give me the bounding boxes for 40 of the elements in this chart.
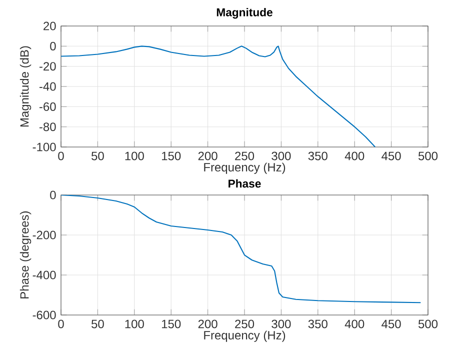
x-tick-label: 400 [344, 152, 364, 160]
x-axis-title: Frequency (Hz) [204, 330, 286, 342]
x-tick-label: 350 [308, 320, 328, 328]
line-series [61, 46, 376, 147]
x-tick-label: 150 [162, 152, 181, 160]
x-tick-label: 500 [418, 152, 438, 160]
y-tick-label: -200 [32, 230, 56, 240]
x-tick-label: 250 [235, 320, 254, 328]
x-axis-title: Frequency (Hz) [204, 162, 286, 174]
x-tick-label: 450 [382, 320, 401, 328]
x-tick-label: 0 [58, 320, 64, 328]
x-tick-label: 500 [418, 320, 438, 328]
y-axis-title: Magnitude (dB) [20, 46, 32, 127]
x-tick-label: 400 [344, 320, 364, 328]
y-tick-label: -60 [39, 102, 56, 111]
y-tick-label: 20 [44, 22, 56, 30]
x-tick-label: 200 [198, 152, 218, 160]
x-tick-label: 100 [125, 320, 144, 328]
x-tick-label: 300 [272, 320, 291, 328]
y-tick-label: -100 [32, 142, 56, 152]
x-tick-label: 0 [58, 152, 64, 160]
y-tick-label: -80 [39, 122, 56, 132]
x-tick-label: 200 [198, 320, 218, 328]
x-tick-label: 250 [235, 152, 254, 160]
y-tick-label: -20 [39, 62, 56, 71]
x-tick-label: 50 [92, 152, 104, 160]
x-tick-label: 50 [92, 320, 104, 328]
x-tick-label: 450 [382, 152, 401, 160]
y-tick-label: -400 [32, 270, 56, 280]
x-tick-label: 150 [162, 320, 181, 328]
y-tick-label: -40 [39, 82, 56, 91]
y-tick-label: 0 [50, 190, 56, 200]
x-tick-label: 100 [125, 152, 144, 160]
x-tick-label: 300 [272, 152, 291, 160]
y-tick-label: -600 [32, 310, 56, 320]
y-tick-label: 0 [50, 42, 56, 50]
x-tick-label: 350 [308, 152, 328, 160]
y-axis-title: Phase (degrees) [20, 211, 32, 298]
chart-title: Magnitude [216, 8, 272, 19]
chart-title: Phase [228, 179, 261, 188]
